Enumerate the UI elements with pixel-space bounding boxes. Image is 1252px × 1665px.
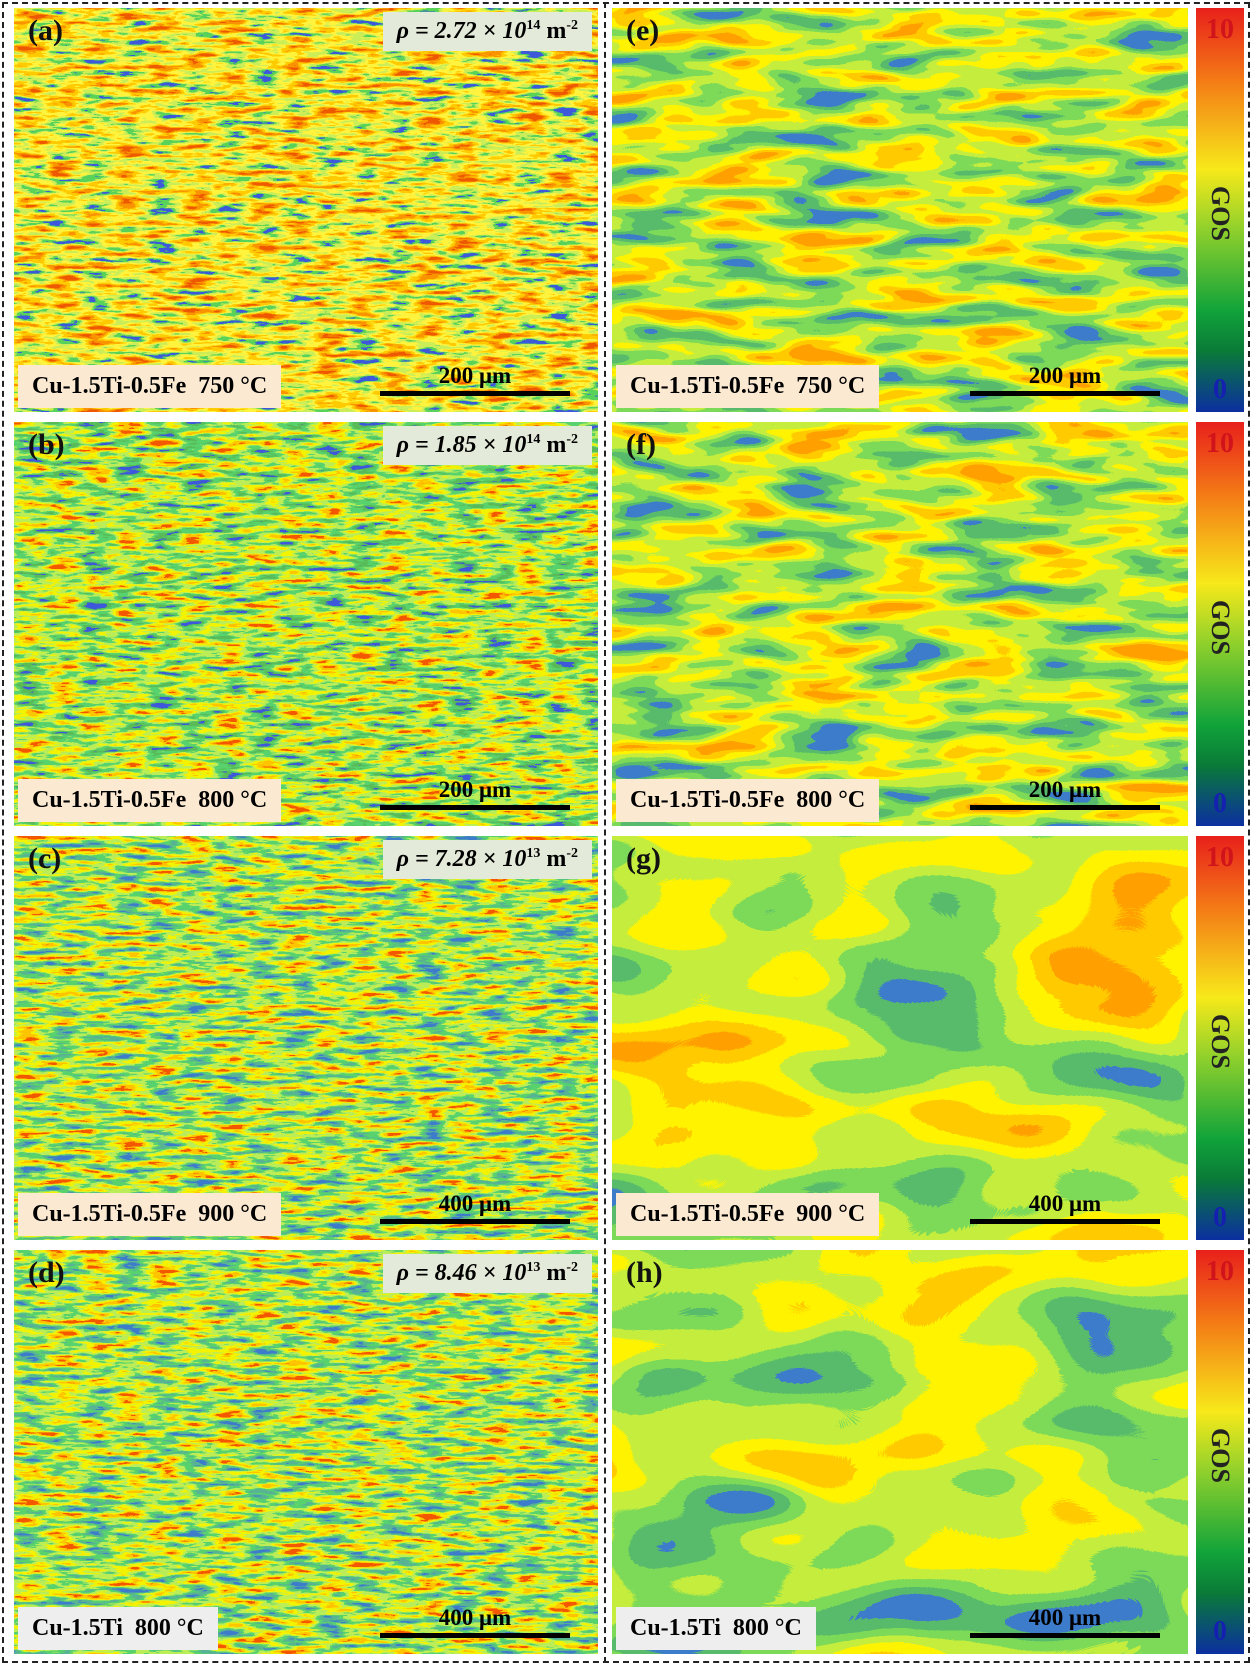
scale-bar-line: [380, 1633, 570, 1638]
panel-label: (e): [626, 14, 659, 48]
colorbar: 10 GOS 0: [1196, 1250, 1244, 1654]
gos-panel: (f) Cu-1.5Ti-0.5Fe 800 °C 200 μm: [612, 422, 1188, 826]
rho-box: ρ = 8.46 × 1013 m-2: [383, 1254, 592, 1293]
map-image: [612, 1250, 1188, 1654]
scale-bar-line: [970, 805, 1160, 810]
rho-text: ρ = 2.72 × 10: [397, 18, 527, 44]
rho-box: ρ = 2.72 × 1014 m-2: [383, 12, 592, 51]
panel-label: (c): [28, 842, 61, 876]
colorbar-max: 10: [1196, 14, 1244, 46]
colorbar-label: GOS: [1205, 1428, 1235, 1476]
rho-text: ρ = 1.85 × 10: [397, 432, 527, 458]
scale-bar-line: [970, 1633, 1160, 1638]
colorbar-max: 10: [1196, 842, 1244, 874]
scale-bar-label: 400 μm: [1029, 1191, 1101, 1216]
rho-exponent: 14: [526, 18, 540, 33]
rho-box: ρ = 1.85 × 1014 m-2: [383, 426, 592, 465]
scale-bar-line: [380, 805, 570, 810]
rho-unit: m: [546, 1260, 566, 1286]
sample-label: Cu-1.5Ti-0.5Fe 900 °C: [616, 1193, 879, 1236]
colorbar-max: 10: [1196, 428, 1244, 460]
scale-bar: 200 μm: [380, 777, 570, 810]
colorbar: 10 GOS 0: [1196, 8, 1244, 412]
scale-bar-label: 200 μm: [1029, 777, 1101, 802]
map-image: [612, 8, 1188, 412]
rho-unit-exponent: -2: [566, 1260, 578, 1275]
sample-label: Cu-1.5Ti-0.5Fe 800 °C: [18, 779, 281, 822]
sample-label: Cu-1.5Ti-0.5Fe 800 °C: [616, 779, 879, 822]
colorbar: 10 GOS 0: [1196, 836, 1244, 1240]
colorbar-min: 0: [1196, 1202, 1244, 1234]
gos-panel: (g) Cu-1.5Ti-0.5Fe 900 °C 400 μm: [612, 836, 1188, 1240]
sample-label: Cu-1.5Ti-0.5Fe 750 °C: [616, 365, 879, 408]
rho-unit: m: [546, 18, 566, 44]
rho-text: ρ = 8.46 × 10: [397, 1260, 527, 1286]
rho-unit-exponent: -2: [566, 432, 578, 447]
scale-bar: 400 μm: [970, 1191, 1160, 1224]
rho-unit: m: [546, 432, 566, 458]
scale-bar-line: [380, 1219, 570, 1224]
colorbar-min: 0: [1196, 788, 1244, 820]
panel-label: (f): [626, 428, 656, 462]
sem-panel: (c) ρ = 7.28 × 1013 m-2 Cu-1.5Ti-0.5Fe 900…: [14, 836, 598, 1240]
rho-unit-exponent: -2: [566, 846, 578, 861]
colorbar-label: GOS: [1205, 600, 1235, 648]
sem-panel: (b) ρ = 1.85 × 1014 m-2 Cu-1.5Ti-0.5Fe 800…: [14, 422, 598, 826]
scale-bar-line: [970, 1219, 1160, 1224]
sem-panel: (d) ρ = 8.46 × 1013 m-2 Cu-1.5Ti 800 °C 400…: [14, 1250, 598, 1654]
scale-bar: 400 μm: [970, 1605, 1160, 1638]
scale-bar: 200 μm: [380, 363, 570, 396]
scale-bar-label: 400 μm: [439, 1605, 511, 1630]
scale-bar-label: 200 μm: [439, 363, 511, 388]
map-image: [14, 8, 598, 412]
scale-bar: 200 μm: [970, 777, 1160, 810]
rho-exponent: 14: [526, 432, 540, 447]
colorbar-min: 0: [1196, 1616, 1244, 1648]
sample-label: Cu-1.5Ti 800 °C: [616, 1607, 816, 1650]
map-image: [612, 422, 1188, 826]
scale-bar-label: 400 μm: [439, 1191, 511, 1216]
sample-label: Cu-1.5Ti-0.5Fe 750 °C: [18, 365, 281, 408]
colorbar: 10 GOS 0: [1196, 422, 1244, 826]
panel-label: (b): [28, 428, 65, 462]
map-image: [14, 422, 598, 826]
rho-box: ρ = 7.28 × 1013 m-2: [383, 840, 592, 879]
figure: (a)ρ = 2.72 × 1014 m-2Cu-1.5Ti-0.5Fe 750…: [0, 0, 1252, 1665]
scale-bar-label: 200 μm: [1029, 363, 1101, 388]
colorbar-label: GOS: [1205, 1014, 1235, 1062]
map-image: [14, 1250, 598, 1654]
rho-exponent: 13: [526, 1260, 540, 1275]
colorbar-label: GOS: [1205, 186, 1235, 234]
scale-bar-line: [380, 391, 570, 396]
rho-unit-exponent: -2: [566, 18, 578, 33]
colorbar-min: 0: [1196, 374, 1244, 406]
rho-unit: m: [546, 846, 566, 872]
scale-bar: 400 μm: [380, 1605, 570, 1638]
rho-exponent: 13: [526, 846, 540, 861]
gos-panel: (e) Cu-1.5Ti-0.5Fe 750 °C 200 μm: [612, 8, 1188, 412]
scale-bar-label: 200 μm: [439, 777, 511, 802]
colorbar-max: 10: [1196, 1256, 1244, 1288]
rho-text: ρ = 7.28 × 10: [397, 846, 527, 872]
sample-label: Cu-1.5Ti-0.5Fe 900 °C: [18, 1193, 281, 1236]
panel-label: (h): [626, 1256, 663, 1290]
map-image: [14, 836, 598, 1240]
scale-bar: 200 μm: [970, 363, 1160, 396]
panel-label: (a): [28, 14, 63, 48]
scale-bar-line: [970, 391, 1160, 396]
panel-label: (d): [28, 1256, 65, 1290]
sample-label: Cu-1.5Ti 800 °C: [18, 1607, 218, 1650]
divider: [604, 2, 606, 1663]
scale-bar-label: 400 μm: [1029, 1605, 1101, 1630]
scale-bar: 400 μm: [380, 1191, 570, 1224]
sem-panel: (a) ρ = 2.72 × 1014 m-2 Cu-1.5Ti-0.5Fe 750…: [14, 8, 598, 412]
map-image: [612, 836, 1188, 1240]
gos-panel: (h) Cu-1.5Ti 800 °C 400 μm: [612, 1250, 1188, 1654]
panel-label: (g): [626, 842, 661, 876]
